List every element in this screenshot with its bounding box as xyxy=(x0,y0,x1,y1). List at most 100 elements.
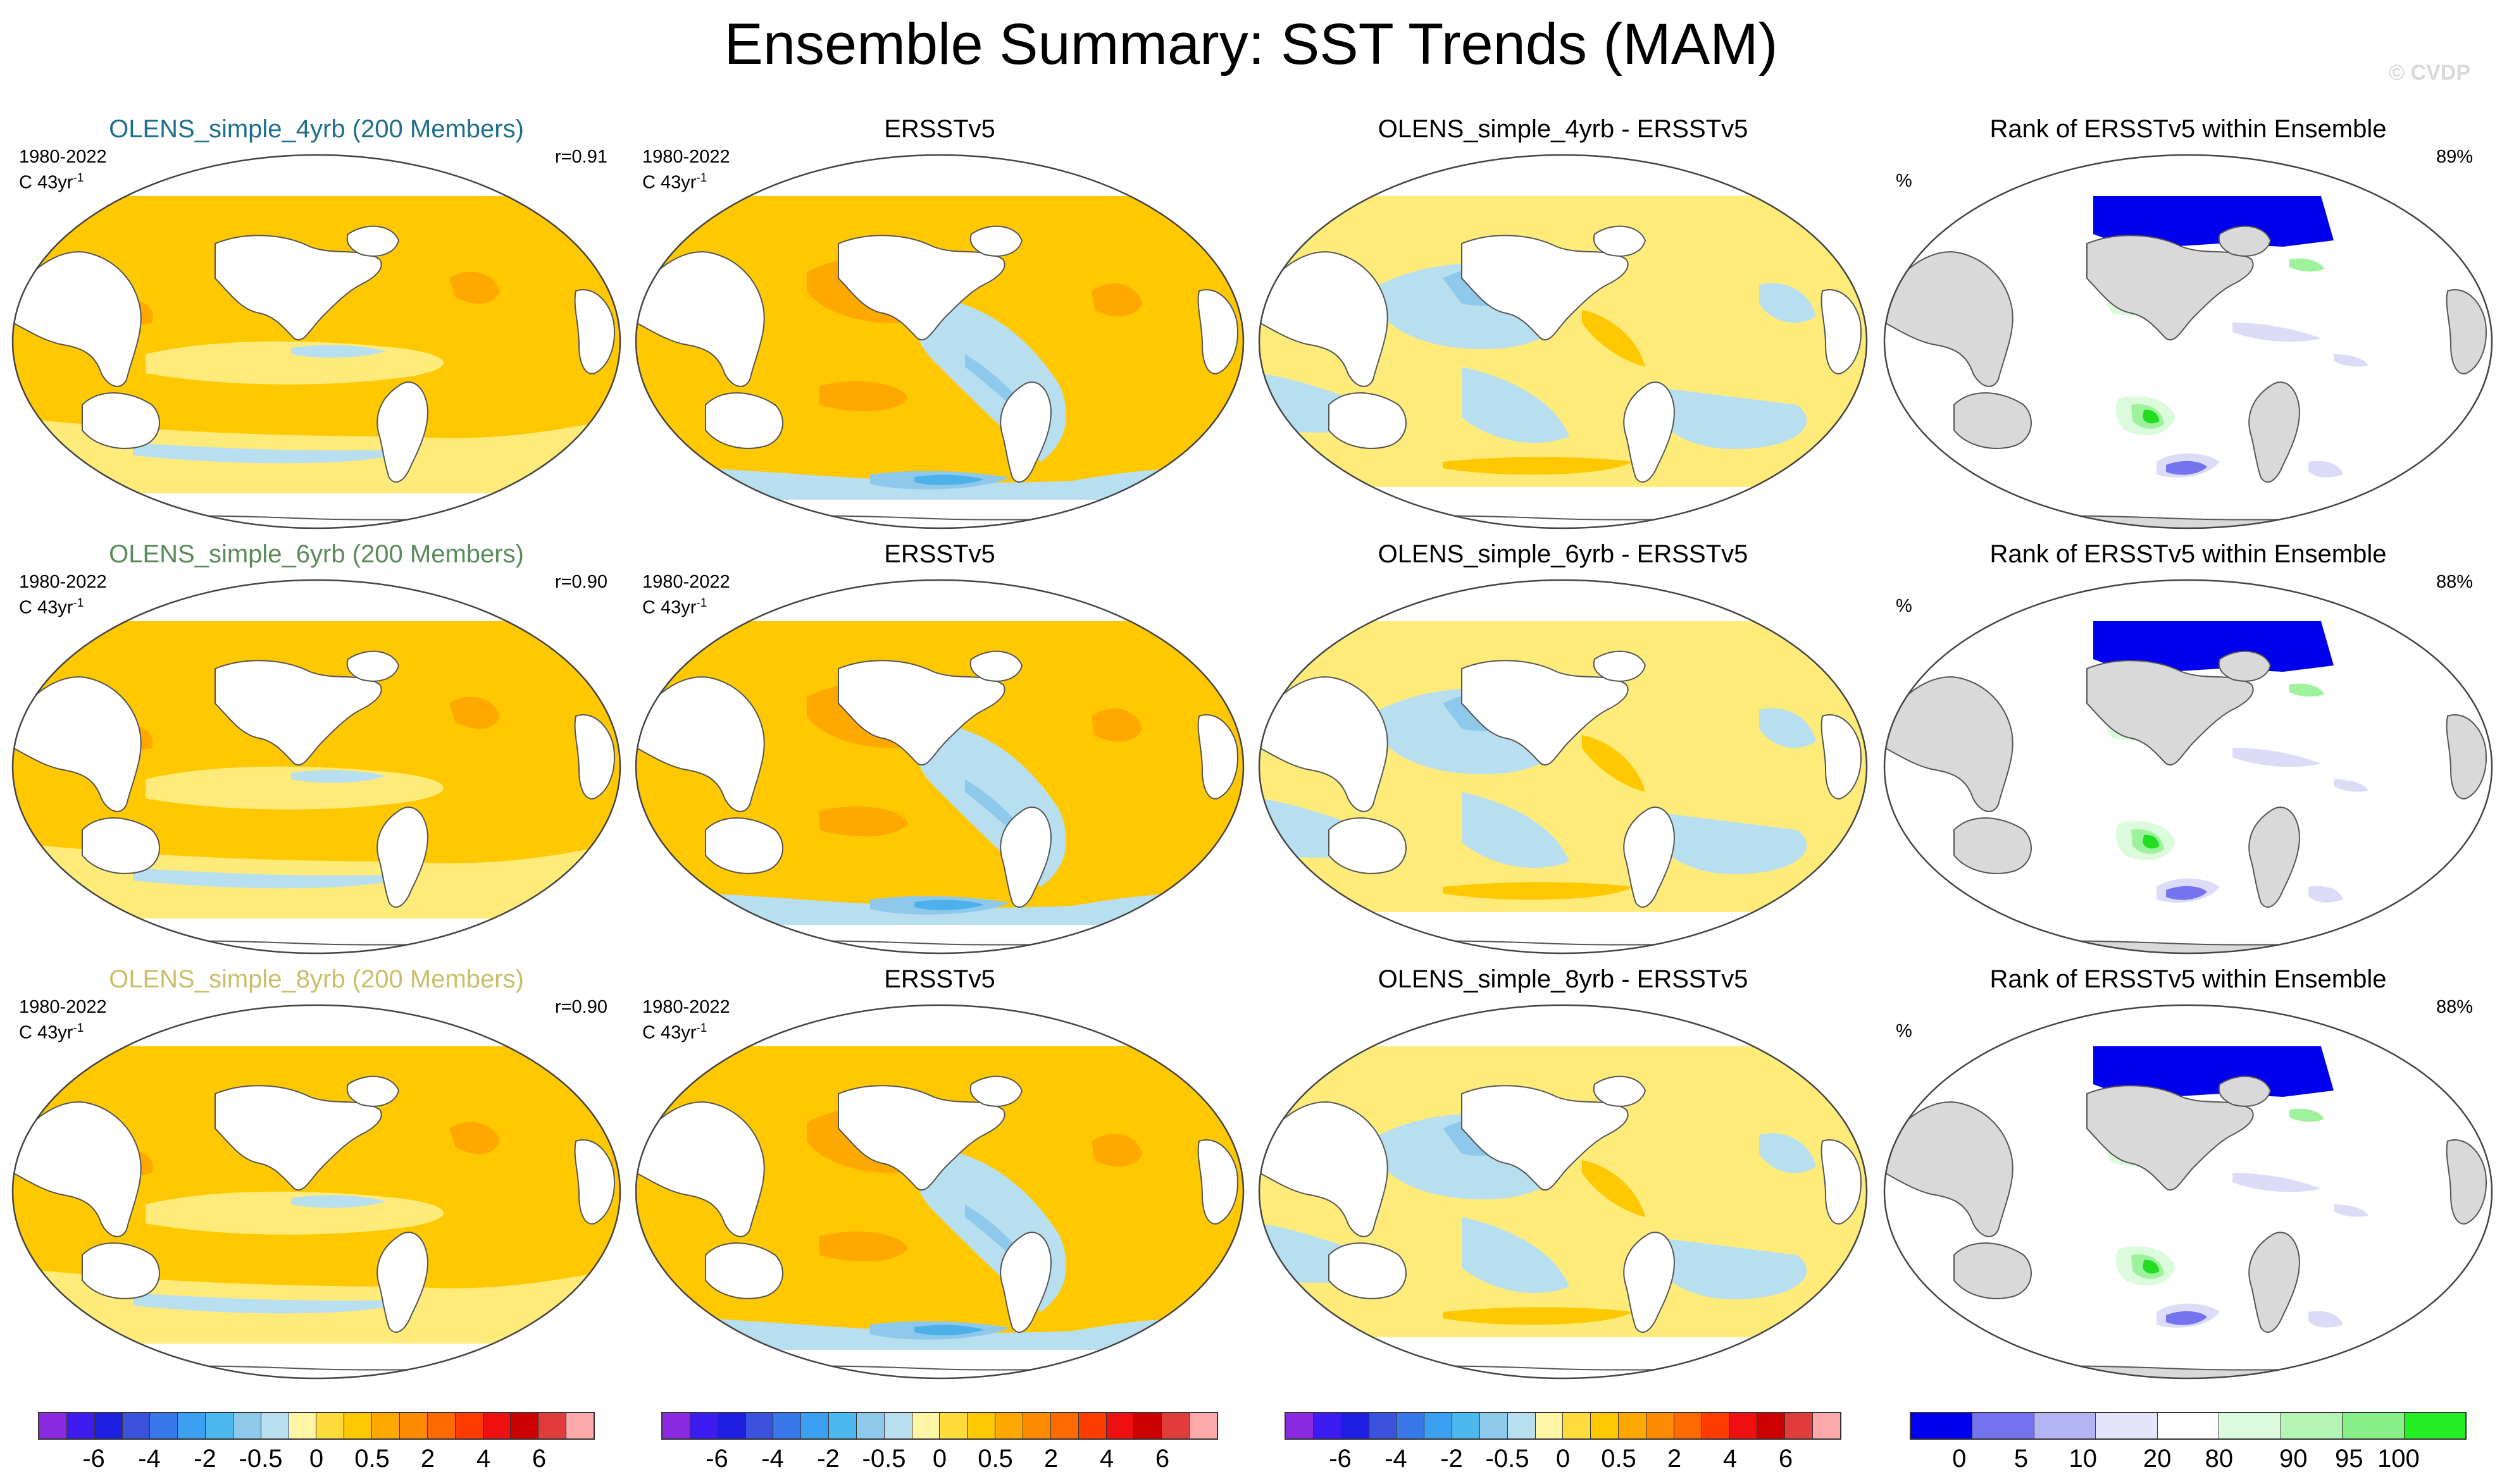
colorbar-swatch xyxy=(399,1413,428,1438)
colorbar-label: 2 xyxy=(1667,1445,1682,1473)
rank-percent: 88% xyxy=(2436,997,2473,1017)
panel-title: OLENS_simple_6yrb (200 Members) xyxy=(109,540,524,568)
colorbar-swatch xyxy=(344,1413,373,1438)
sst-trend-map xyxy=(635,579,1245,955)
colorbar-label: -2 xyxy=(1440,1445,1463,1473)
trend-period-units: 1980-2022 C 43yr-1 xyxy=(642,572,730,619)
rank-map xyxy=(1883,579,2493,955)
colorbar-label: 4 xyxy=(476,1445,491,1473)
sst-colorbar-3: -6 -4 -2 -0.5 0 0.5 2 4 6 xyxy=(1285,1412,1841,1473)
rank-unit: % xyxy=(1896,596,1912,616)
sst-trend-map xyxy=(1258,1004,1868,1380)
colorbar-label: -4 xyxy=(1385,1445,1407,1473)
colorbar-swatch xyxy=(940,1413,968,1438)
colorbar-label: -2 xyxy=(817,1445,840,1473)
colorbar-swatch xyxy=(829,1413,857,1438)
colorbar-swatch xyxy=(233,1413,261,1438)
panel-diff-1: OLENS_simple_4yrb - ERSSTv5 xyxy=(1253,114,1873,531)
sst-colorbar-2: -6 -4 -2 -0.5 0 0.5 2 4 6 xyxy=(661,1412,1218,1473)
colorbar-swatch xyxy=(2096,1413,2158,1438)
panel-rank-1: Rank of ERSSTv5 within Ensemble% 89% xyxy=(1878,114,2498,531)
rank-unit: % xyxy=(1896,1021,1912,1041)
colorbar-label: 6 xyxy=(532,1445,547,1473)
colorbar-swatch xyxy=(2157,1413,2220,1438)
colorbar-swatch xyxy=(912,1413,940,1438)
sst-trend-map xyxy=(11,1004,621,1380)
trend-period: 1980-2022 xyxy=(642,997,730,1017)
colorbar-swatch xyxy=(690,1413,718,1438)
colorbar-swatch xyxy=(1674,1413,1702,1438)
colorbar-swatch xyxy=(2281,1413,2343,1438)
panel-title: OLENS_simple_8yrb - ERSSTv5 xyxy=(1378,965,1748,993)
trend-units: C 43yr-1 xyxy=(642,1018,730,1044)
trend-period: 1980-2022 xyxy=(19,147,107,167)
units-exponent: -1 xyxy=(73,1022,84,1035)
panel-ens-2: OLENS_simple_6yrb (200 Members) 1980-2022… xyxy=(6,539,626,956)
page-title: Ensemble Summary: SST Trends (MAM) xyxy=(724,12,1778,77)
colorbar-label: 0.5 xyxy=(354,1445,390,1473)
colorbar-label: 6 xyxy=(1778,1445,1793,1473)
trend-units: C 43yr-1 xyxy=(642,168,730,194)
colorbar-label: -2 xyxy=(194,1445,216,1473)
colorbar-swatch xyxy=(150,1413,178,1438)
colorbar-label: 2 xyxy=(420,1445,435,1473)
colorbar-label: 0 xyxy=(932,1445,947,1473)
rank-colorbar: 0 5 10 20 80 90 95 100 xyxy=(1910,1412,2467,1473)
colorbar-swatch xyxy=(289,1413,317,1438)
colorbar-swatch xyxy=(1972,1413,2034,1438)
trend-period-units: 1980-2022 C 43yr-1 xyxy=(642,997,730,1044)
colorbar-swatch xyxy=(206,1413,233,1438)
units-text: C 43yr xyxy=(19,172,73,193)
colorbar-swatch xyxy=(1397,1413,1425,1438)
colorbar-swatch xyxy=(1106,1413,1135,1438)
pattern-correlation: r=0.90 xyxy=(554,997,607,1017)
colorbar-swatch xyxy=(1646,1413,1674,1438)
trend-period-units: 1980-2022 C 43yr-1 xyxy=(642,147,730,194)
trend-units: C 43yr-1 xyxy=(19,593,107,619)
sst-colorbar-1: -6 -4 -2 -0.5 0 0.5 2 4 6 xyxy=(38,1412,595,1473)
colorbar-swatch xyxy=(483,1413,511,1438)
colorbar-swatches xyxy=(1910,1412,2467,1440)
trend-period: 1980-2022 xyxy=(642,572,730,592)
colorbar-label: -4 xyxy=(761,1445,784,1473)
units-exponent: -1 xyxy=(73,597,84,610)
colorbar-swatch xyxy=(1078,1413,1107,1438)
colorbar-label: 4 xyxy=(1099,1445,1114,1473)
colorbar-swatch xyxy=(801,1413,830,1438)
colorbar-labels: -6 -4 -2 -0.5 0 0.5 2 4 6 xyxy=(661,1445,1218,1476)
trend-units: C 43yr-1 xyxy=(19,168,107,194)
trend-period: 1980-2022 xyxy=(19,572,107,592)
panel-rank-2: Rank of ERSSTv5 within Ensemble% 88% xyxy=(1878,539,2498,956)
pattern-correlation: r=0.90 xyxy=(554,572,607,592)
colorbar-label: 80 xyxy=(2205,1445,2234,1473)
colorbar-swatch xyxy=(2219,1413,2281,1438)
panel-obs-2: ERSSTv5 1980-2022 C 43yr-1 xyxy=(630,539,1250,956)
colorbar-label: 10 xyxy=(2069,1445,2098,1473)
panel-title: Rank of ERSSTv5 within Ensemble xyxy=(1989,115,2387,143)
colorbar-swatch xyxy=(1134,1413,1162,1438)
trend-period-units: 1980-2022 C 43yr-1 xyxy=(19,997,107,1044)
colorbar-swatch xyxy=(261,1413,289,1438)
colorbar-label: 100 xyxy=(2377,1445,2420,1473)
rank-unit: % xyxy=(1896,171,1912,191)
trend-period: 1980-2022 xyxy=(19,997,107,1017)
sst-trend-map xyxy=(1258,154,1868,529)
colorbar-swatch xyxy=(2034,1413,2096,1438)
colorbar-label: 95 xyxy=(2334,1445,2363,1473)
colorbar-swatch xyxy=(1785,1413,1814,1438)
units-text: C 43yr xyxy=(19,597,73,618)
sst-trend-map xyxy=(11,579,621,955)
colorbar-swatch xyxy=(663,1413,690,1438)
panel-title: ERSSTv5 xyxy=(884,965,995,993)
colorbar-swatch xyxy=(1479,1413,1508,1438)
colorbar-swatch xyxy=(455,1413,483,1438)
colorbar-swatch xyxy=(2343,1413,2405,1438)
colorbar-swatch xyxy=(1313,1413,1341,1438)
units-text: C 43yr xyxy=(19,1022,73,1043)
colorbar-swatch xyxy=(427,1413,456,1438)
colorbar-swatch xyxy=(122,1413,151,1438)
colorbar-swatch xyxy=(1369,1413,1397,1438)
colorbar-swatch xyxy=(1757,1413,1786,1438)
sst-trend-map xyxy=(635,1004,1245,1380)
colorbar-label: 4 xyxy=(1722,1445,1738,1473)
